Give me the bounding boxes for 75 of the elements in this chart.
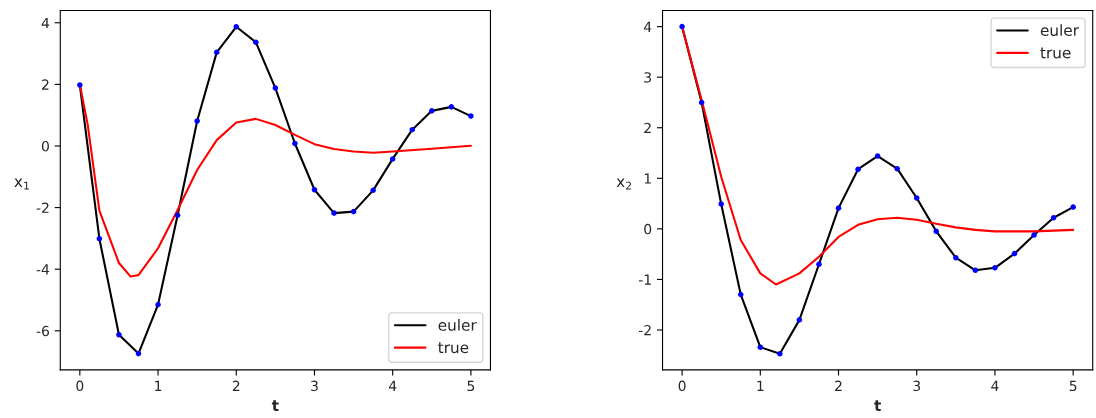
point [953, 254, 959, 261]
point [1050, 214, 1057, 221]
point [894, 165, 900, 172]
point [174, 212, 181, 219]
point [370, 187, 376, 194]
legend-label: true [1040, 47, 1071, 59]
point [448, 104, 455, 110]
x-axis-title: t [271, 400, 279, 411]
x-tick-label: 3 [913, 380, 921, 392]
x-tick-label: 4 [388, 380, 397, 391]
y-tick-label: 2 [644, 122, 651, 134]
point [718, 201, 724, 207]
point [933, 228, 940, 235]
y-axis-title: x$_{2}$ [616, 178, 632, 190]
legend-label: euler [1040, 24, 1079, 37]
y-tick-label: 3 [644, 72, 651, 83]
x-tick-label: 3 [311, 380, 318, 392]
point [777, 350, 783, 357]
point [213, 49, 220, 56]
y-tick-label: -1 [638, 274, 651, 285]
x-tick-label: 0 [678, 380, 686, 392]
point [331, 210, 337, 216]
y-tick-label: 1 [644, 173, 651, 184]
point [992, 265, 998, 271]
x-tick-label: 2 [835, 380, 842, 391]
y-axis-title: x$_{1}$ [14, 178, 29, 190]
point [1070, 204, 1076, 210]
y-tick-label: -4 [36, 264, 50, 275]
x-tick-label: 1 [757, 380, 764, 391]
x-tick-label: 0 [76, 380, 84, 392]
point [913, 195, 920, 201]
y-tick-label: -2 [36, 202, 49, 213]
point [292, 140, 298, 147]
y-tick-label: 0 [41, 140, 49, 152]
point [96, 235, 103, 242]
point [1031, 232, 1037, 238]
point [835, 205, 842, 211]
point [679, 23, 685, 30]
y-tick-label: 2 [42, 79, 49, 90]
point [429, 108, 435, 114]
y-tick-label: -2 [638, 324, 651, 336]
point [468, 113, 474, 119]
y-tick-label: -6 [36, 325, 49, 337]
x-tick-label: 1 [155, 380, 162, 391]
legend-label: true [438, 342, 469, 354]
point [816, 261, 822, 268]
x-axis-title: t [874, 400, 881, 411]
x-tick-label: 5 [467, 380, 475, 392]
point [874, 153, 881, 159]
point [135, 350, 142, 357]
point [194, 118, 200, 124]
x-tick-label: 5 [1069, 380, 1077, 392]
legend-label: euler [438, 318, 477, 331]
point [698, 99, 705, 106]
point [855, 166, 861, 172]
point [757, 344, 764, 350]
point [389, 156, 396, 162]
point [155, 301, 161, 308]
point [972, 267, 979, 274]
point [350, 208, 357, 215]
point [311, 186, 318, 193]
point [737, 291, 744, 298]
point [253, 39, 259, 45]
point [409, 126, 416, 133]
y-tick-label: 4 [643, 21, 652, 32]
y-tick-label: 0 [644, 223, 652, 235]
point [1011, 250, 1018, 257]
x-tick-label: 4 [991, 380, 999, 391]
point [796, 317, 803, 323]
y-tick-label: 4 [41, 17, 50, 29]
point [272, 85, 279, 91]
x-tick-label: 2 [232, 380, 240, 391]
point [233, 24, 240, 30]
point [116, 332, 122, 338]
point [77, 82, 83, 88]
